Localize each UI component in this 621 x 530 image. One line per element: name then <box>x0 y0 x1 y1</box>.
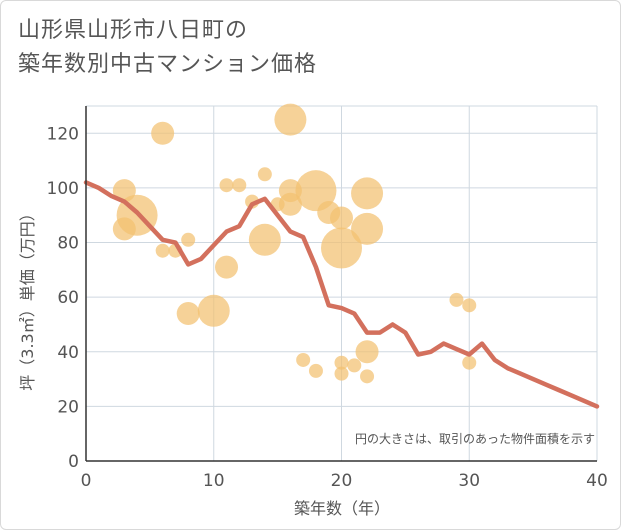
x-tick-label-30: 30 <box>458 471 480 491</box>
grid-lines <box>86 105 598 461</box>
bubble-24 <box>321 227 362 269</box>
y-tick-label-100: 100 <box>47 179 79 199</box>
bubble-27 <box>347 358 362 373</box>
bubble-4 <box>155 243 170 258</box>
axes <box>85 106 597 462</box>
bubble-14 <box>248 223 281 256</box>
y-tick-label-60: 60 <box>57 288 79 308</box>
bubble-34 <box>462 355 477 370</box>
bubbles <box>112 103 477 384</box>
x-tick-label-40: 40 <box>586 471 608 491</box>
x-axis-label: 築年数（年） <box>294 499 390 518</box>
bubble-29 <box>351 212 384 245</box>
bubble-3 <box>151 121 175 145</box>
y-tick-label-80: 80 <box>57 234 79 254</box>
bubble-26 <box>334 366 349 381</box>
bubble-7 <box>176 302 200 326</box>
chart-title: 山形県山形市八日町の 築年数別中古マンション価格 <box>18 14 317 82</box>
trend-line-group <box>83 180 600 409</box>
bubble-13 <box>257 167 272 182</box>
y-tick-label-0: 0 <box>68 452 79 472</box>
y-tick-label-20: 20 <box>57 397 79 417</box>
y-tick-label-40: 40 <box>57 343 79 363</box>
x-tick-label-0: 0 <box>81 471 92 491</box>
tick-labels: 0 10 20 30 40 0 20 40 60 80 100 120 <box>47 124 608 491</box>
bubble-16 <box>274 103 307 136</box>
bubble-9 <box>219 178 234 193</box>
bubble-19 <box>296 352 311 367</box>
bubble-33 <box>462 298 477 313</box>
bubble-20 <box>295 170 337 212</box>
x-tick-label-10: 10 <box>203 471 225 491</box>
title-line-2: 築年数別中古マンション価格 <box>18 52 318 77</box>
trend-line <box>83 180 600 409</box>
bubble-10 <box>215 255 239 279</box>
bubble-25 <box>334 355 349 370</box>
bubble-11 <box>232 178 247 193</box>
bubble-18 <box>278 192 302 216</box>
bubble-23 <box>330 206 353 230</box>
x-tick-label-20: 20 <box>331 471 353 491</box>
y-axis-label: 坪（3.3㎡）単価（万円） <box>18 205 37 390</box>
bubble-6 <box>181 232 196 247</box>
bubble-30 <box>355 340 379 364</box>
bubble-21 <box>308 363 323 378</box>
bubble-8 <box>197 294 230 327</box>
y-tick-label-120: 120 <box>47 124 79 144</box>
bubble-32 <box>449 292 464 307</box>
bubble-31 <box>360 369 375 384</box>
title-line-1: 山形県山形市八日町の <box>18 18 249 43</box>
bubble-28 <box>351 177 384 210</box>
size-note: 円の大きさは、取引のあった物件面積を示す <box>355 431 595 446</box>
